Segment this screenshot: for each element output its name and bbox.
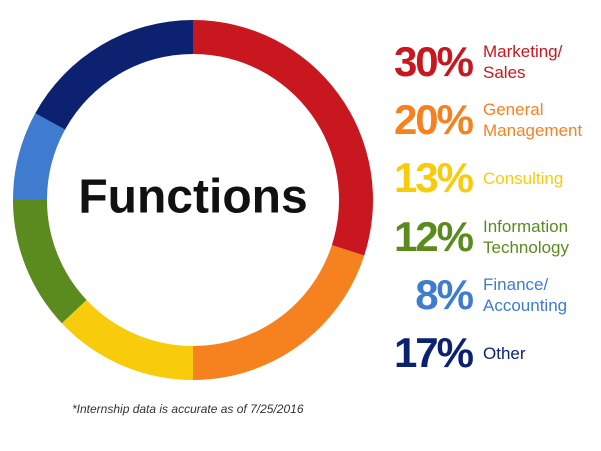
- center-label: Functions: [78, 171, 307, 224]
- donut-segment: [193, 245, 365, 380]
- legend-label: General Management: [483, 100, 583, 141]
- legend-label: Finance/ Accounting: [483, 274, 568, 315]
- footnote: *Internship data is accurate as of 7/25/…: [72, 402, 304, 416]
- donut-segment: [61, 299, 194, 380]
- legend-value: 13%: [393, 154, 474, 202]
- legend-label: Marketing/ Sales: [483, 42, 563, 82]
- legend-label: Consulting: [483, 168, 564, 188]
- legend-value: 17%: [393, 329, 474, 376]
- donut-segment: [193, 20, 374, 256]
- legend-value: 8%: [415, 270, 474, 318]
- donut-segment: [13, 200, 87, 324]
- legend-value: 20%: [393, 96, 474, 144]
- legend-value: 30%: [393, 38, 474, 85]
- donut-segment: [35, 20, 193, 130]
- legend-label: Information Technology: [483, 216, 570, 257]
- legend-label: Other: [483, 343, 526, 363]
- legend-value: 12%: [393, 212, 474, 260]
- donut-segment: [13, 113, 66, 200]
